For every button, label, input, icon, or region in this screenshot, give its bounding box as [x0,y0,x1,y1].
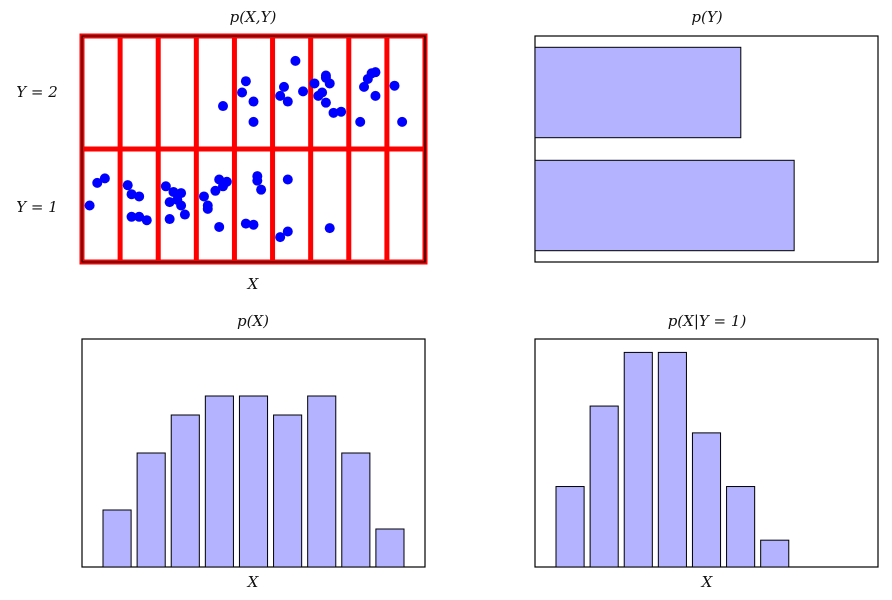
joint-point [320,97,331,108]
joint-point [134,211,145,222]
conditional-x-bar [623,351,653,568]
marginal-x-bar [238,395,269,568]
joint-point [275,232,286,243]
joint-point [282,174,293,185]
joint-point [210,185,221,196]
joint-point [134,191,145,202]
joint-grid [79,33,428,265]
joint-point [160,181,171,192]
joint-point [336,106,347,117]
marginal-x-x-label: X [247,573,260,591]
joint-point [221,176,232,187]
joint-point [164,197,175,208]
conditional-x-title: p(X|Y = 1) [668,312,747,330]
joint-point [320,70,331,81]
marginal-x-bar [102,509,132,568]
joint-point [359,81,370,92]
joint-point [282,96,293,107]
marginal-y-bar [534,46,742,139]
conditional-x-bar [726,486,756,568]
conditional-x-x-label: X [701,573,714,591]
joint-point [92,177,103,188]
conditional-x-bar [760,539,790,568]
joint-point [248,116,259,127]
marginal-y-bar [534,159,795,252]
marginal-x-bar [204,395,234,568]
joint-point [168,186,179,197]
joint-point [248,96,259,107]
joint-point [324,223,335,234]
joint-point [317,87,328,98]
marginal-x-bar [170,414,200,568]
joint-point [198,191,209,202]
marginal-y-frame [534,35,879,263]
joint-point [84,200,95,211]
joint-y-row-label-2: Y = 2 [16,83,58,101]
panel-conditional-x: p(X|Y = 1) X [534,312,879,591]
marginal-y-bars [534,46,795,252]
joint-point [252,175,263,186]
joint-point [179,209,190,220]
panel-joint: p(X,Y) X Y = 2 Y = 1 [16,8,428,293]
joint-point [328,107,339,118]
conditional-x-bar [555,486,585,568]
panel-marginal-y: p(Y) [534,8,879,263]
joint-point [99,173,110,184]
marginal-y-title: p(Y) [691,8,722,26]
joint-point [214,221,225,232]
marginal-x-title: p(X) [237,312,269,330]
joint-x-label: X [247,275,260,293]
joint-point [256,184,267,195]
conditional-x-bar [589,405,619,568]
joint-point [126,211,137,222]
joint-point [202,203,213,214]
joint-point [397,116,408,127]
joint-point [389,80,400,91]
joint-point [370,67,381,78]
joint-point [309,78,320,89]
joint-point [290,55,301,66]
joint-point [248,219,259,230]
joint-point [176,200,187,211]
conditional-x-bar [657,351,687,568]
joint-point [240,218,251,229]
marginal-x-bar [375,528,405,568]
joint-point [298,86,309,97]
joint-point [275,90,286,101]
joint-points [84,55,408,243]
joint-point [355,116,366,127]
conditional-x-bars [555,351,790,568]
marginal-x-bar [273,414,303,568]
joint-point [370,90,381,101]
joint-point [126,189,137,200]
marginal-x-bar [136,452,166,568]
joint-point [278,81,289,92]
panel-marginal-x: p(X) X [81,312,426,591]
joint-frame [81,35,426,263]
joint-point [141,215,152,226]
joint-point [122,180,133,191]
joint-point [282,226,293,237]
marginal-x-bar [341,452,371,568]
joint-point [237,87,248,98]
marginal-x-bar [307,395,337,568]
joint-point [164,214,175,225]
joint-y-row-label-1: Y = 1 [16,198,58,216]
joint-point [324,78,335,89]
conditional-x-bar [691,432,722,568]
joint-title: p(X,Y) [230,8,277,26]
joint-point [240,76,251,87]
joint-point [218,101,229,112]
marginal-x-bars [102,395,405,568]
